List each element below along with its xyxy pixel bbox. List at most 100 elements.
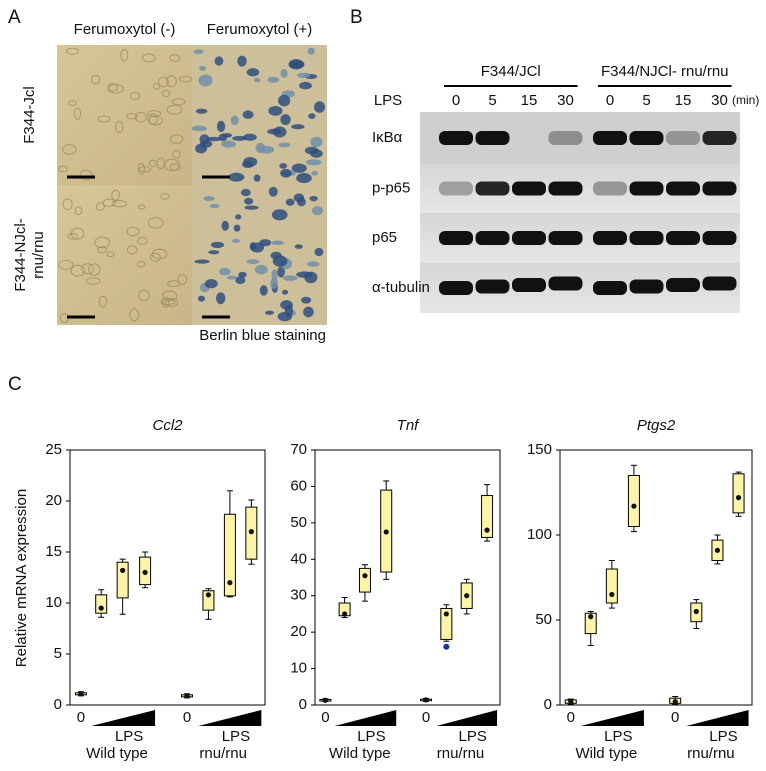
median-dot [714, 547, 721, 553]
cell [282, 289, 289, 295]
cell [265, 310, 275, 315]
cell [194, 259, 210, 264]
cell [199, 65, 206, 71]
cell [228, 172, 245, 182]
cell [209, 203, 220, 209]
y-tick-label: 15 [45, 543, 62, 560]
cell [244, 205, 259, 210]
cell [107, 83, 119, 92]
box [358, 567, 371, 593]
cell [203, 196, 215, 201]
cell [148, 159, 157, 167]
lps-label: LPS [604, 728, 632, 745]
x-zero-label: 0 [183, 709, 191, 726]
cell [255, 142, 266, 153]
cell [215, 292, 226, 305]
y-tick-label: 100 [527, 526, 552, 543]
cell [169, 54, 181, 62]
median-dot [609, 591, 615, 598]
band-label: p65 [372, 229, 397, 246]
lps-ramp [436, 710, 498, 726]
cell [314, 247, 324, 257]
genotype-label: Wild type [575, 745, 637, 762]
cell [277, 266, 285, 278]
median-dot [322, 697, 328, 703]
chart-title: Ccl2 [152, 417, 183, 434]
lps-ramp [91, 710, 156, 726]
row-label: rnu/rnu [30, 231, 47, 279]
lps-label: LPS [115, 728, 143, 745]
cell [268, 186, 278, 197]
y-axis-label: Relative mRNA expression [13, 489, 30, 667]
y-tick-label: 20 [290, 623, 307, 640]
cell [153, 82, 161, 90]
cell [296, 173, 312, 184]
cell [115, 120, 124, 134]
y-tick-label: 10 [290, 660, 307, 677]
cell [218, 133, 228, 142]
cell [68, 100, 77, 106]
cell [102, 198, 116, 207]
cell [271, 209, 288, 221]
plot-frame [314, 449, 501, 706]
y-tick-label: 30 [290, 587, 307, 604]
box-charts: Relative mRNA expression Ccl2 0 5 10 15 20 25 0 L… [13, 417, 753, 762]
band-label: p-p65 [372, 179, 410, 196]
cell [208, 250, 220, 255]
band [702, 181, 737, 196]
lane-label: 15 [675, 92, 692, 109]
median-dot [98, 605, 104, 611]
cell [246, 259, 260, 265]
lps-ramp [686, 710, 749, 726]
cell [88, 263, 101, 276]
band [548, 181, 583, 196]
cell [62, 144, 77, 155]
cell [206, 136, 222, 142]
cell [280, 168, 292, 178]
band [629, 231, 664, 245]
y-tick-label: 50 [290, 514, 307, 531]
cell [267, 128, 282, 135]
cell [111, 200, 127, 208]
cell [314, 101, 325, 113]
cell [191, 125, 207, 132]
median-dot [588, 614, 594, 620]
cell [106, 251, 115, 258]
x-zero-label: 0 [422, 709, 430, 726]
cell [254, 264, 268, 275]
band [702, 231, 737, 245]
cell [268, 105, 283, 116]
median-dot [184, 693, 190, 699]
cell [235, 214, 242, 220]
cell [193, 49, 204, 55]
cell [120, 49, 129, 62]
genotype-label: rnu/rnu [199, 745, 247, 762]
x-zero-label: 0 [567, 709, 575, 726]
y-tick-label: 0 [544, 696, 552, 713]
median-dot [423, 697, 429, 703]
panel-label: B [350, 7, 363, 28]
cell [253, 174, 261, 182]
cell [259, 285, 268, 296]
cell [167, 280, 180, 288]
cell [85, 277, 101, 285]
cell [271, 269, 278, 281]
y-tick-label: 5 [54, 645, 62, 662]
cell [67, 233, 78, 240]
column-label: Ferumoxytol (+) [207, 21, 312, 38]
cell [310, 136, 323, 148]
cell [160, 298, 176, 306]
band [548, 131, 583, 145]
y-tick-label: 25 [45, 441, 62, 458]
cell [216, 120, 226, 132]
cell [151, 248, 168, 260]
box [95, 594, 108, 614]
lane-label: 15 [521, 92, 538, 109]
band [666, 131, 700, 145]
band [439, 181, 473, 196]
cell [291, 163, 307, 173]
cell [58, 165, 68, 173]
cell [79, 169, 93, 181]
x-zero-label: 0 [77, 709, 85, 726]
box [116, 561, 129, 599]
